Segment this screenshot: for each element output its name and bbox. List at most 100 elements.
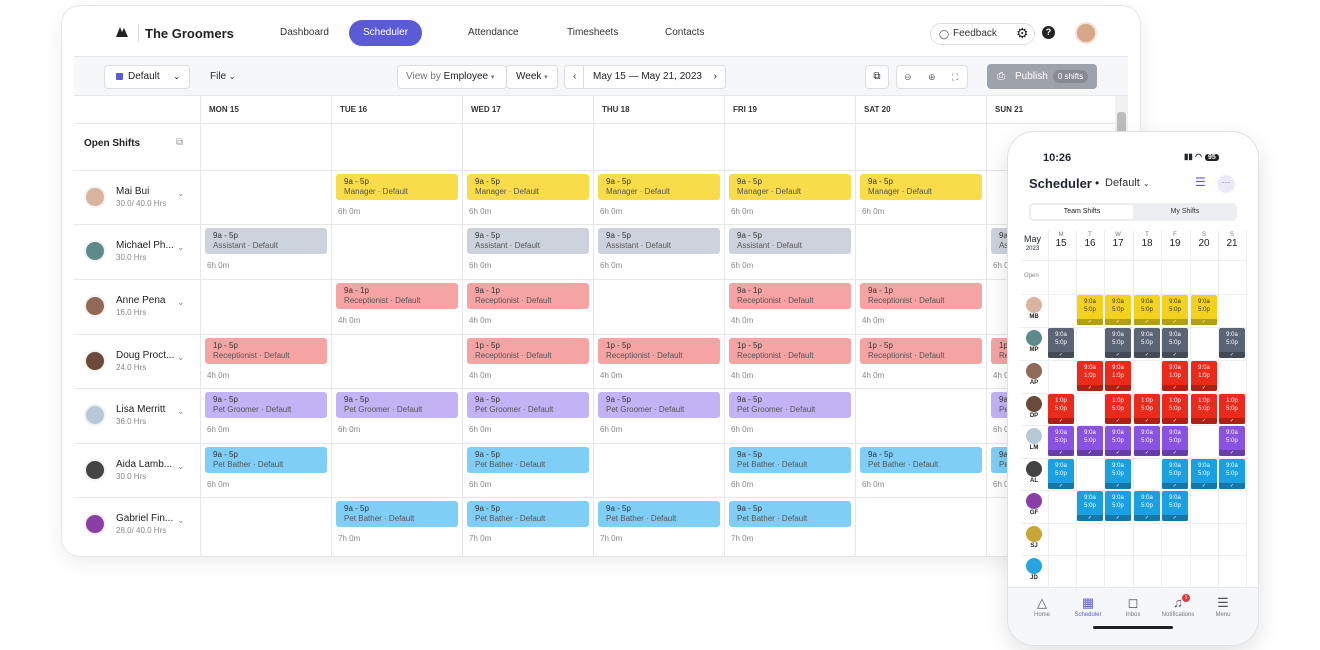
publish-button[interactable]: ⎙ Publish 0 shifts: [987, 64, 1097, 89]
phone-shift-cell[interactable]: 1:0p 5:0p ✓: [1162, 394, 1188, 424]
phone-shift-cell[interactable]: 9:0a 5:0p ✓: [1105, 328, 1131, 358]
phone-shift-cell[interactable]: 1:0p 5:0p ✓: [1219, 394, 1245, 424]
tab-dashboard[interactable]: Dashboard: [280, 27, 329, 38]
phone-shift-cell[interactable]: 9:0a 5:0p ✓: [1134, 491, 1160, 521]
file-menu[interactable]: File ⌄: [210, 65, 236, 89]
range-select[interactable]: Week ▾: [506, 65, 558, 89]
phone-shift-cell[interactable]: 9:0a 1:0p ✓: [1077, 361, 1103, 391]
help-icon[interactable]: ?: [1042, 26, 1055, 39]
phone-shift-cell[interactable]: 9:0a 5:0p ✓: [1191, 459, 1217, 489]
phone-shift-cell[interactable]: 9:0a 5:0p ✓: [1219, 328, 1245, 358]
avatar[interactable]: [1075, 22, 1097, 44]
location-select[interactable]: Default ⌄: [104, 65, 190, 89]
view-by-select[interactable]: View by Employee ▾: [397, 65, 507, 89]
phone-shift-cell[interactable]: 9:0a 5:0p ✓: [1219, 459, 1245, 489]
phone-shift-cell[interactable]: 9:0a 1:0p ✓: [1162, 361, 1188, 391]
chevron-down-icon[interactable]: ⌄: [177, 352, 185, 362]
chevron-down-icon[interactable]: ⌄: [177, 406, 185, 416]
fullscreen-icon[interactable]: ⛶: [952, 72, 959, 82]
phone-shift-cell[interactable]: 9:0a 5:0p ✓: [1162, 328, 1188, 358]
phone-shift-cell[interactable]: 9:0a 5:0p ✓: [1105, 295, 1131, 325]
phone-shift-cell[interactable]: 9:0a 5:0p ✓: [1077, 295, 1103, 325]
zoom-in-icon[interactable]: ⊕: [928, 72, 936, 82]
phone-shift-cell[interactable]: 9:0a 1:0p ✓: [1191, 361, 1217, 391]
phone-shift-cell[interactable]: 9:0a 5:0p ✓: [1077, 426, 1103, 456]
gear-icon[interactable]: ⚙: [1016, 25, 1029, 41]
phone-shift-cell[interactable]: 9:0a 5:0p ✓: [1134, 295, 1160, 325]
phone-location-select[interactable]: Default ⌄: [1105, 177, 1150, 189]
phone-shift-cell[interactable]: 9:0a 5:0p ✓: [1077, 491, 1103, 521]
phone-shift-cell[interactable]: 9:0a 5:0p ✓: [1162, 295, 1188, 325]
phone-shift-cell[interactable]: 9:0a 5:0p ✓: [1162, 491, 1188, 521]
chevron-down-icon[interactable]: ⌄: [177, 242, 185, 252]
tab-my-shifts[interactable]: My Shifts: [1170, 208, 1200, 215]
phone-shift-cell[interactable]: 9:0a 5:0p ✓: [1134, 426, 1160, 456]
chevron-right-icon[interactable]: ›: [713, 71, 717, 82]
tab-contacts[interactable]: Contacts: [665, 27, 705, 38]
phone-shift-cell[interactable]: 9:0a 5:0p ✓: [1048, 426, 1074, 456]
bottom-nav-notifications[interactable]: ♫ Notifications 1: [1158, 594, 1198, 618]
phone-shift-cell[interactable]: 1:0p 5:0p ✓: [1191, 394, 1217, 424]
phone-shift-cell[interactable]: 9:0a 5:0p ✓: [1162, 459, 1188, 489]
tab-timesheets[interactable]: Timesheets: [567, 27, 619, 38]
chevron-down-icon[interactable]: ⌄: [177, 461, 185, 471]
shift-card[interactable]: 9a - 5p Manager · Default: [860, 174, 982, 200]
phone-shift-cell[interactable]: 9:0a 5:0p ✓: [1191, 295, 1217, 325]
phone-shift-cell[interactable]: 9:0a 5:0p ✓: [1105, 491, 1131, 521]
chevron-down-icon[interactable]: ⌄: [177, 188, 185, 198]
shift-card[interactable]: 9a - 5p Manager · Default: [336, 174, 458, 200]
bottom-nav-home[interactable]: △ Home: [1022, 596, 1062, 619]
bottom-nav-menu[interactable]: ☰ Menu: [1203, 596, 1243, 619]
phone-shift-cell[interactable]: 1:0p 5:0p ✓: [1134, 394, 1160, 424]
chevron-left-icon[interactable]: ‹: [573, 71, 577, 82]
tab-attendance[interactable]: Attendance: [468, 27, 519, 38]
copy-icon[interactable]: ⧉: [865, 65, 889, 89]
tab-scheduler[interactable]: Scheduler: [349, 20, 423, 46]
phone-shift-cell[interactable]: 9:0a 5:0p ✓: [1219, 426, 1245, 456]
tab-team-shifts[interactable]: Team Shifts: [1031, 205, 1133, 219]
phone-shift-cell[interactable]: 1:0p 5:0p ✓: [1105, 394, 1131, 424]
date-range-picker[interactable]: ‹ May 15 — May 21, 2023 ›: [564, 65, 726, 89]
shift-card[interactable]: 9a - 5p Manager · Default: [467, 174, 589, 200]
phone-shift-cell[interactable]: 9:0a 5:0p ✓: [1105, 459, 1131, 489]
phone-shift-cell[interactable]: 9:0a 5:0p ✓: [1048, 459, 1074, 489]
shift-card[interactable]: 9a - 1p Receptionist · Default: [729, 283, 851, 309]
feedback-button[interactable]: ◯ Feedback: [930, 23, 1035, 45]
phone-shift-cell[interactable]: 1:0p 5:0p ✓: [1048, 394, 1074, 424]
copy-icon[interactable]: ⧉: [176, 137, 184, 148]
zoom-out-icon[interactable]: ⊖: [904, 72, 912, 82]
phone-shift-cell[interactable]: 9:0a 5:0p ✓: [1134, 328, 1160, 358]
chevron-down-icon[interactable]: ⌄: [177, 297, 185, 307]
shift-card[interactable]: 9a - 1p Receptionist · Default: [860, 283, 982, 309]
more-icon[interactable]: ···: [1217, 175, 1235, 193]
shift-card[interactable]: 9a - 5p Manager · Default: [598, 174, 720, 200]
phone-shift-cell[interactable]: 9:0a 5:0p ✓: [1162, 426, 1188, 456]
bottom-nav-scheduler[interactable]: ▦ Scheduler: [1068, 596, 1108, 619]
filter-icon[interactable]: ☰: [1195, 175, 1206, 189]
bottom-nav-inbox[interactable]: ◻ Inbox: [1113, 596, 1153, 619]
phone-shift-cell[interactable]: 9:0a 5:0p ✓: [1048, 328, 1074, 358]
phone-shift-cell[interactable]: 9:0a 5:0p ✓: [1105, 426, 1131, 456]
